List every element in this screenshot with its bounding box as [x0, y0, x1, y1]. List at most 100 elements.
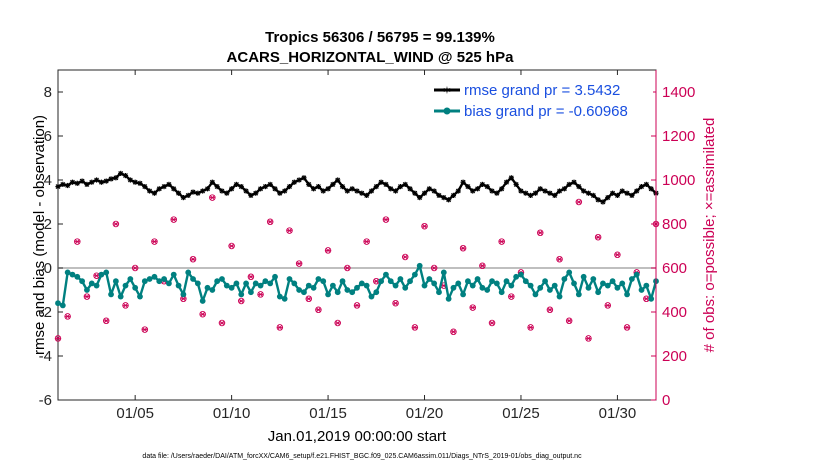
rmse-point [523, 190, 529, 196]
obs-possible-point [276, 324, 284, 331]
obs-possible-point [623, 324, 631, 331]
legend-bias-label: bias grand pr = -0.60968 [464, 103, 628, 120]
obs-possible-point [209, 194, 216, 201]
obs-assimilated-point [65, 313, 71, 319]
rmse-point [590, 192, 596, 198]
bias-point [339, 278, 346, 285]
bias-point [185, 269, 192, 276]
bias-point [474, 276, 481, 282]
bias-point [117, 293, 124, 300]
rmse-point [238, 184, 244, 190]
rmse-point [397, 184, 404, 190]
obs-possible-point [112, 220, 120, 228]
bias-point [604, 282, 611, 289]
obs-assimilated-point [325, 247, 331, 253]
rmse-point [412, 190, 418, 196]
obs-possible-point [189, 255, 197, 263]
obs-assimilated-point [450, 329, 457, 335]
bias-point [291, 280, 298, 287]
bias-point [301, 289, 307, 296]
rmse-point [195, 190, 201, 196]
obs-assimilated-point [402, 254, 408, 260]
rmse-point [214, 184, 220, 190]
rmse-point [171, 186, 177, 192]
legend-rmse-marker: ✶ [442, 85, 451, 97]
rmse-point [556, 188, 563, 194]
rmse-point [528, 192, 534, 198]
bias-point [450, 284, 457, 291]
rmse-point [175, 190, 182, 196]
rmse-point [335, 177, 341, 183]
x-axis-ticks: 01/05 01/10 01/15 01/20 01/25 01/30 [116, 70, 636, 422]
rmse-point [484, 184, 490, 190]
obs-assimilated-point [470, 305, 476, 311]
x-tick-label: 01/15 [309, 405, 347, 422]
bias-point [493, 280, 500, 287]
rmse-series [55, 170, 659, 205]
obs-possible-point [315, 306, 322, 314]
bias-point [522, 278, 529, 285]
bias-point [74, 273, 81, 280]
rmse-point [79, 178, 85, 184]
bias-point [141, 278, 148, 285]
obs-possible-point [527, 324, 534, 331]
bias-point [127, 276, 134, 282]
bias-point [175, 282, 182, 289]
rmse-point [282, 188, 288, 194]
obs-assimilated-point [180, 296, 186, 302]
rmse-point [364, 192, 370, 198]
obs-assimilated-point [113, 221, 119, 227]
x-tick-label: 01/30 [599, 405, 637, 422]
obs-assimilated-point [508, 294, 514, 300]
rmse-point [634, 188, 640, 194]
rmse-point [277, 190, 283, 196]
rmse-point [147, 188, 153, 194]
obs-possible-point [218, 319, 226, 327]
bias-point [547, 287, 553, 293]
rmse-point [219, 188, 225, 194]
bias-point [440, 269, 447, 276]
rmse-point [465, 184, 471, 190]
obs-possible-point [295, 260, 303, 267]
rmse-point [441, 195, 447, 201]
bias-point [527, 282, 534, 289]
bias-point [465, 278, 471, 285]
bias-point [88, 280, 95, 287]
bias-point [146, 276, 153, 282]
bias-point [421, 282, 428, 289]
rmse-point [571, 179, 577, 185]
rmse-point [566, 181, 572, 187]
rmse-point [614, 192, 621, 198]
bias-point [402, 284, 409, 291]
rmse-point [291, 179, 297, 185]
bias-point [416, 262, 423, 269]
legend-box [427, 76, 653, 122]
left-y-tick-label: 8 [44, 84, 52, 101]
bias-point [387, 278, 394, 285]
obs-possible-point [334, 319, 341, 327]
bias-point [59, 302, 66, 309]
obs-assimilated-point [200, 311, 206, 317]
rmse-point [537, 186, 543, 192]
obs-possible-point [238, 297, 245, 305]
rmse-point [248, 192, 254, 198]
rmse-point [253, 190, 259, 196]
rmse-point [330, 181, 336, 187]
plot-area [57, 69, 657, 401]
obs-assimilated-point [122, 302, 129, 308]
obs-assimilated-point [171, 217, 177, 223]
bias-point [498, 289, 505, 296]
obs-assimilated-point [364, 239, 370, 245]
rmse-point [344, 188, 350, 194]
obs-assimilated-point [528, 324, 534, 330]
rmse-point [354, 188, 360, 194]
bias-point [315, 276, 322, 282]
obs-assimilated-point [335, 320, 341, 326]
obs-assimilated-point [537, 230, 543, 236]
rmse-point [359, 190, 365, 196]
obs-possible-point [54, 335, 62, 342]
rmse-point [619, 188, 625, 194]
bias-point [103, 269, 110, 276]
bias-point [633, 271, 640, 278]
